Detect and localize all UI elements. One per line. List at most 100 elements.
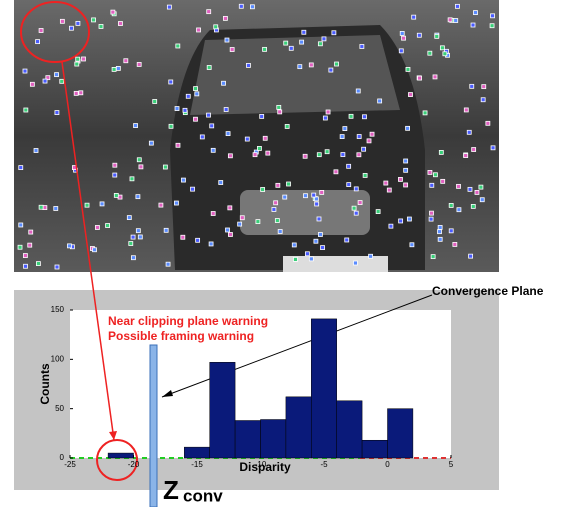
feature-point (249, 4, 255, 10)
feature-point (467, 186, 473, 192)
feature-point (346, 163, 352, 169)
feature-point (468, 253, 474, 259)
feature-point (386, 187, 392, 193)
feature-point (481, 84, 487, 90)
feature-point (430, 254, 436, 260)
feature-point (353, 186, 359, 192)
feature-point (75, 20, 81, 26)
feature-point (131, 255, 136, 261)
feature-point (456, 207, 462, 213)
feature-point (210, 211, 216, 216)
feature-point (28, 229, 34, 235)
feature-point (22, 253, 28, 258)
feature-point (252, 152, 258, 158)
convergence-plane (149, 344, 158, 507)
feature-point (33, 148, 39, 153)
feature-point (437, 236, 443, 242)
feature-point (357, 200, 363, 205)
feature-point (54, 110, 60, 115)
feature-point (221, 80, 226, 86)
feature-point (388, 223, 394, 229)
feature-point (368, 253, 373, 259)
feature-point (175, 142, 181, 148)
feature-point (237, 221, 243, 227)
feature-point (174, 106, 180, 111)
feature-point (136, 157, 142, 163)
feature-point (485, 120, 491, 126)
feature-point (308, 256, 314, 262)
feature-point (353, 210, 359, 216)
feature-point (408, 92, 413, 97)
feature-point (38, 28, 44, 33)
feature-point (346, 182, 352, 188)
feature-point (27, 242, 33, 248)
feature-point (199, 134, 205, 140)
bar (184, 446, 210, 459)
feature-point (293, 257, 298, 262)
feature-point (416, 32, 422, 38)
car-grille (240, 190, 370, 235)
y-tick-label: 150 (51, 305, 65, 314)
feature-point (383, 180, 389, 186)
feature-point (331, 30, 337, 36)
x-tick-label: -15 (191, 460, 203, 469)
feature-point (257, 146, 262, 151)
feature-point (136, 62, 142, 67)
feature-point (438, 149, 444, 155)
feature-point (313, 196, 319, 202)
feature-point (316, 216, 322, 222)
feature-point (299, 39, 305, 45)
x-tick-label: 5 (449, 460, 454, 469)
feature-point (225, 227, 230, 233)
feature-point (227, 205, 233, 211)
y-axis-label: Counts (38, 363, 52, 405)
feature-point (398, 177, 403, 182)
feature-point (162, 164, 168, 170)
feature-point (480, 97, 486, 103)
feature-point (98, 24, 104, 29)
feature-point (427, 170, 433, 175)
feature-point (163, 227, 169, 233)
feature-point (45, 75, 51, 81)
feature-point (355, 88, 361, 94)
feature-point (259, 114, 265, 119)
y-tick-label: 50 (55, 404, 64, 413)
bar (387, 408, 414, 459)
feature-point (463, 107, 469, 113)
feature-point (260, 187, 266, 192)
feature-point (95, 225, 100, 230)
feature-point (447, 17, 453, 23)
feature-point (210, 147, 216, 153)
feature-point (274, 218, 280, 223)
feature-point (78, 90, 84, 96)
feature-point (75, 56, 81, 62)
feature-point (437, 229, 442, 235)
feature-point (23, 263, 28, 269)
bar (311, 318, 337, 459)
feature-point (23, 107, 29, 113)
feature-point (265, 150, 271, 156)
feature-point (442, 51, 448, 57)
convergence-label: Convergence Plane (432, 284, 544, 298)
feature-point (53, 206, 59, 211)
feature-point (118, 21, 123, 26)
feature-point (42, 78, 48, 84)
feature-point (399, 31, 405, 36)
feature-point (353, 260, 358, 266)
feature-point (478, 184, 484, 190)
feature-point (439, 45, 445, 51)
feature-point (223, 107, 229, 112)
feature-point (126, 215, 132, 221)
warning-label: Possible framing warning (108, 329, 254, 343)
feature-point (405, 125, 410, 131)
feature-point (190, 186, 195, 192)
feature-point (342, 126, 348, 131)
feature-point (466, 129, 472, 135)
feature-point (193, 116, 198, 122)
feature-point (322, 115, 328, 121)
feature-point (238, 3, 244, 9)
x-tick-label: -25 (64, 460, 76, 469)
feature-point (328, 67, 334, 73)
feature-point (405, 67, 411, 72)
feature-point (165, 261, 171, 267)
